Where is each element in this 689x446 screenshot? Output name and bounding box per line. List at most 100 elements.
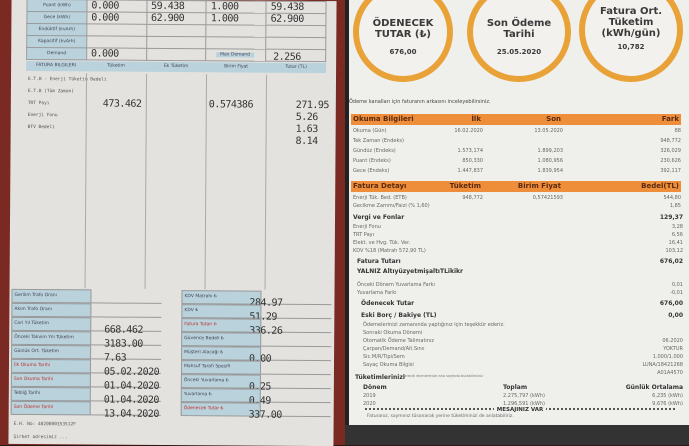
- table-row: Gündüz (Endeks) 1.573,174 1.899,203 326,029: [353, 148, 683, 155]
- invoice-header-cell: Birim Fiyat: [224, 64, 249, 70]
- item-amount: 5.26: [295, 111, 318, 124]
- consumption-label: Tüketimlerinizi: [355, 374, 405, 381]
- meter-cell: [146, 48, 207, 61]
- cell: 13.05.2020: [534, 128, 563, 134]
- info-row: Sonraki Okuma Dönemi: [363, 330, 683, 337]
- tax-row-value: 6,56: [671, 232, 683, 238]
- header-cell: Okuma Bilgileri: [353, 115, 414, 123]
- header-cell: Bedel(TL): [641, 182, 679, 190]
- cell: Puant (Endeks): [353, 158, 391, 164]
- taxes-total-label: Vergi ve Fonlar: [353, 214, 405, 221]
- summary-label: Son Okuma Tarihi: [10, 372, 91, 388]
- item-consumption: 473.462: [102, 98, 142, 110]
- cell: 2.275,797 (kWh): [503, 393, 545, 399]
- meter-value: 0.000: [90, 48, 119, 60]
- info-row-value: 06.2020: [662, 338, 683, 344]
- cell: 1.899,203: [537, 148, 563, 154]
- meter-value: 62.900: [270, 13, 304, 25]
- info-row-value: A01A4570: [657, 370, 683, 376]
- rounding-row-label: Yuvarlama Farkı: [357, 290, 397, 296]
- meter-value: 59.438: [151, 0, 185, 13]
- meter-cell: [206, 24, 267, 38]
- payable-label: Ödenecek Tutar: [361, 300, 415, 307]
- header-cell: Birim Fiyat: [517, 182, 561, 190]
- meter-cell: 1.000: [206, 12, 267, 26]
- rounding-row: Yuvarlama Farkı -0,01: [357, 290, 683, 297]
- tax-row-value: 16,41: [668, 240, 683, 246]
- footer-line: E.H. No: 4020000353512F: [13, 421, 76, 428]
- cell: 1.080,956: [537, 158, 563, 164]
- meter-cell: [206, 36, 266, 50]
- header-cell: Günlük Ortalama: [625, 384, 683, 391]
- meter-cell: [146, 24, 207, 37]
- summary-label: Tebliğ Tarihi: [10, 386, 91, 402]
- cell: 88: [674, 128, 681, 134]
- left-bill-photo: Puant (kWh) 0.000 59.438 1.000 59.438 Gece (k…: [0, 0, 345, 446]
- info-row-value: 1.000/1.000: [652, 354, 683, 360]
- tax-row-label: TRT Payı: [353, 232, 375, 238]
- summary-value: 337.00: [248, 409, 282, 421]
- reading-header: Okuma Bilgileri İlk Son Fark: [351, 114, 681, 125]
- invoice-header-cell: Ek Tüketim: [163, 63, 189, 70]
- summary-label: İlk Okuma Tarihi: [10, 358, 92, 374]
- cell: 850,330: [462, 158, 483, 164]
- message-text: Faturanız, saymınız tüsonarak yerine tük…: [367, 414, 514, 419]
- info-row-value: YOKTUR: [663, 346, 683, 352]
- consumption-note: tarecdi ekenlerinize ana sayfada bulabil…: [403, 374, 483, 378]
- max-demand-label: Max Demand: [216, 52, 255, 58]
- summary-label: Güvence Bedeli ₺: [181, 332, 262, 347]
- detail-header: Fatura Detayı Tüketim Birim Fiyat Bedel(TL): [351, 181, 681, 192]
- tax-row-label: Elekt. ve Hvg. Tük. Ver.: [353, 240, 411, 246]
- item-price: 0.574386: [208, 99, 254, 111]
- circle-title: ÖDENECEK TUTAR (₺): [372, 18, 434, 40]
- item-amount: 8.14: [295, 135, 318, 148]
- meter-cell: 62.900: [146, 12, 207, 25]
- consumption-row: 2019 2.275,797 (kWh) 6,235 (kWh): [363, 393, 689, 400]
- rounding-row-value: -0,01: [670, 290, 683, 296]
- table-row: Tek Zaman (Endeks) 948,772: [353, 138, 683, 145]
- invoice-total-value: 676,02: [659, 258, 683, 265]
- circle-title: Son Ödeme Tarihi: [486, 18, 552, 40]
- tax-row-value: 103,12: [665, 248, 684, 254]
- cell: 2019: [363, 393, 376, 399]
- meter-cell: 1.000: [206, 0, 267, 14]
- cell: 1,85: [669, 203, 681, 209]
- info-row-label: Çarpan/Demand/Ait.Sınıı: [363, 346, 425, 352]
- cell: 326,029: [660, 148, 681, 154]
- consumption-header: Dönem Toplam Günlük Ortalama: [363, 384, 689, 391]
- meter-label: Kapasitif (kvArh): [26, 35, 87, 48]
- cell: 392,117: [660, 168, 681, 174]
- cell: 948,772: [462, 195, 483, 201]
- circle-value: 10,782: [617, 43, 645, 51]
- header-cell: Toplam: [503, 384, 528, 391]
- old-debt-label: Eski Borç / Bakiye (TL): [361, 312, 437, 319]
- meter-label: Gece (kWh): [26, 11, 87, 24]
- info-row: Sic.M/R/Tipi/Sem 1.000/1.000: [363, 354, 683, 361]
- old-debt-value: 0,00: [668, 312, 683, 319]
- taxes-total: Vergi ve Fonlar 129,37: [353, 214, 683, 221]
- info-row-label: Ödemelerinizi zamanında yaptığınız için …: [363, 322, 505, 328]
- old-debt: Eski Borç / Bakiye (TL) 0,00: [361, 312, 683, 319]
- cell: 544,80: [663, 195, 682, 201]
- cell: 1.573,174: [457, 148, 483, 154]
- circle-title: Fatura Ort. Tüketim (kWh/gün): [599, 6, 663, 39]
- info-row: A01A4570: [363, 370, 683, 377]
- table-row: Gecikme Zammı/Faizi (% 1,60) 1,85: [353, 203, 683, 210]
- summary-value: 13.04.2020: [103, 408, 159, 420]
- meter-cell: 0.000: [86, 0, 147, 13]
- summary-label: Son Ödeme Tarihi: [10, 400, 91, 416]
- info-row: Sayaç Okuma Bilgisi LUNA/18421268: [363, 362, 683, 369]
- table-row: Enerji Tük. Bed. (ETB) 948,772 0,57421593 5…: [353, 195, 683, 202]
- cell: 1.296,591 (kWh): [503, 401, 545, 407]
- meter-cell: [86, 35, 147, 49]
- cell: 0,57421593: [532, 195, 563, 201]
- invoice-header-cell: FATURA BILGILERI: [36, 63, 77, 69]
- cell: Enerji Tük. Bed. (ETB): [353, 195, 407, 201]
- tax-row: TRT Payı 6,56: [353, 232, 683, 239]
- tax-row-label: Enerji Fonu: [353, 224, 381, 230]
- header-cell: Dönem: [363, 384, 387, 391]
- item-label: E.T.B (Tüm Zaman): [27, 88, 74, 95]
- summary-label: Önceki Takvim Yılı Tüketim: [11, 330, 92, 346]
- item-label: BTV Bedeli: [27, 124, 55, 131]
- item-label: E.T.B - Enerji Tüketim Bedeli: [27, 76, 107, 83]
